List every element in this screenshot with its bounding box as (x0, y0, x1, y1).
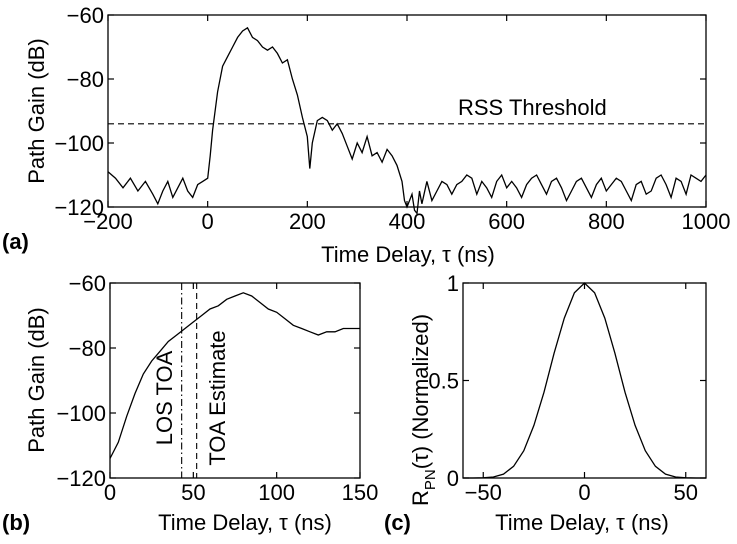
y-tick-label: 1 (447, 271, 459, 296)
y-tick-label: 0.5 (428, 369, 459, 394)
panel-c-marks (463, 282, 706, 479)
x-tick-label: 50 (674, 480, 698, 505)
x-tick-label: 0 (104, 480, 116, 505)
x-tick-label: 150 (342, 480, 379, 505)
toa-estimate-label: TOA Estimate (205, 330, 230, 465)
x-tick-label: 800 (588, 209, 625, 234)
x-tick-label: 100 (258, 480, 295, 505)
panel-c-ylabel-main: R (408, 490, 433, 506)
panel-b: 0 50 100 150 −60 −80 −100 −120 LOS TOA TOA Esti… (2, 271, 378, 535)
panel-c-frame (462, 282, 707, 479)
y-tick-label: −120 (54, 195, 104, 220)
panel-b-ticks: 0 50 100 150 −60 −80 −100 −120 (56, 271, 378, 505)
x-tick-label: −200 (83, 209, 133, 234)
panel-c-ylabel-rest: (τ) (Normalized) (408, 314, 433, 469)
panel-c-ylabel: RPN(τ) (Normalized) (408, 314, 439, 506)
panel-c-letter: (c) (384, 510, 411, 535)
x-tick-label: 50 (181, 480, 205, 505)
panel-a-ticks: −200 0 200 400 600 800 1000 −60 −80 −100 −120 (54, 3, 730, 234)
panel-a-letter: (a) (2, 229, 29, 254)
y-tick-label: −100 (54, 131, 104, 156)
series-line (463, 282, 706, 479)
x-tick-label: 200 (289, 209, 326, 234)
x-tick-label: 0 (578, 480, 590, 505)
y-tick-label: 0 (447, 466, 459, 491)
series-line (109, 292, 360, 459)
panel-b-marks (109, 283, 360, 478)
panel-b-xlabel: Time Delay, τ (ns) (158, 510, 332, 535)
y-tick-label: −60 (67, 3, 104, 28)
y-tick-label: −60 (69, 271, 106, 296)
x-tick-label: 600 (488, 209, 525, 234)
x-tick-label: 1000 (682, 209, 731, 234)
y-tick-label: −80 (69, 336, 106, 361)
panel-b-frame (109, 282, 361, 479)
series-line (107, 26, 707, 216)
y-tick-label: −80 (67, 67, 104, 92)
panel-a-xlabel: Time Delay, τ (ns) (321, 242, 495, 267)
rss-threshold-label: RSS Threshold (458, 95, 607, 120)
y-tick-label: −100 (56, 401, 106, 426)
panel-a-ylabel: Path Gain (dB) (24, 38, 49, 184)
panel-c-ylabel-sub: PN (422, 469, 439, 490)
panel-a-marks (107, 26, 707, 216)
panel-a: −200 0 200 400 600 800 1000 −60 −80 −100 −120 Path… (2, 3, 730, 267)
x-tick-label: 400 (389, 209, 426, 234)
panel-b-ylabel: Path Gain (dB) (24, 307, 49, 453)
x-tick-label: 0 (202, 209, 214, 234)
y-tick-label: −120 (56, 466, 106, 491)
panel-b-letter: (b) (2, 510, 30, 535)
panel-c-xlabel: Time Delay, τ (ns) (495, 510, 669, 535)
x-tick-label: −50 (465, 480, 502, 505)
los-toa-label: LOS TOA (152, 350, 177, 445)
